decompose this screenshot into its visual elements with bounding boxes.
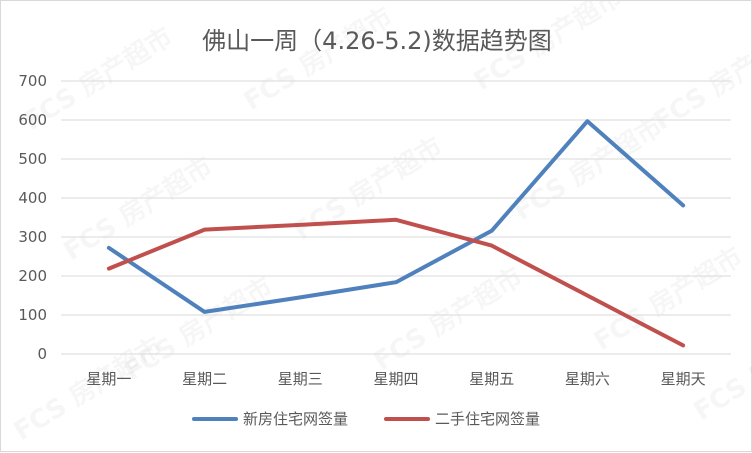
y-tick-label: 500 xyxy=(18,150,47,168)
grid-lines xyxy=(61,80,731,355)
y-tick-label: 100 xyxy=(18,306,47,324)
watermark-text: FCS 房产超市 xyxy=(368,261,528,377)
y-axis: 0 100 200 300 400 500 600 700 xyxy=(18,72,47,363)
x-tick-label: 星期一 xyxy=(86,370,131,388)
chart-title: 佛山一周（4.26-5.2)数据趋势图 xyxy=(202,27,552,55)
legend-label: 新房住宅网签量 xyxy=(243,410,348,428)
x-tick-label: 星期四 xyxy=(373,370,418,388)
x-tick-label: 星期六 xyxy=(565,370,610,388)
y-tick-label: 700 xyxy=(18,72,47,90)
x-tick-label: 星期二 xyxy=(182,370,227,388)
y-tick-label: 400 xyxy=(18,189,47,207)
y-tick-label: 300 xyxy=(18,228,47,246)
x-tick-label: 星期五 xyxy=(469,370,514,388)
x-axis: 星期一 星期二 星期三 星期四 星期五 星期六 星期天 xyxy=(86,370,705,388)
watermark-text: FCS 房产超市 xyxy=(288,131,448,247)
y-tick-label: 200 xyxy=(18,267,47,285)
watermark-text: FCS 房产超市 xyxy=(688,311,752,427)
watermark-text: FCS 房产超市 xyxy=(8,331,168,447)
series-line xyxy=(106,119,686,314)
y-tick-label: 0 xyxy=(37,345,47,363)
x-tick-label: 星期三 xyxy=(278,370,323,388)
x-tick-label: 星期天 xyxy=(661,370,706,388)
legend-label: 二手住宅网签量 xyxy=(435,410,540,428)
legend: 新房住宅网签量 二手住宅网签量 xyxy=(192,410,540,428)
series-line xyxy=(106,217,686,348)
watermark-text: FCS 房产超市 xyxy=(238,1,398,117)
series-lines xyxy=(106,119,686,348)
watermark-text: FCS 房产超市 xyxy=(58,151,218,267)
y-tick-label: 600 xyxy=(18,111,47,129)
